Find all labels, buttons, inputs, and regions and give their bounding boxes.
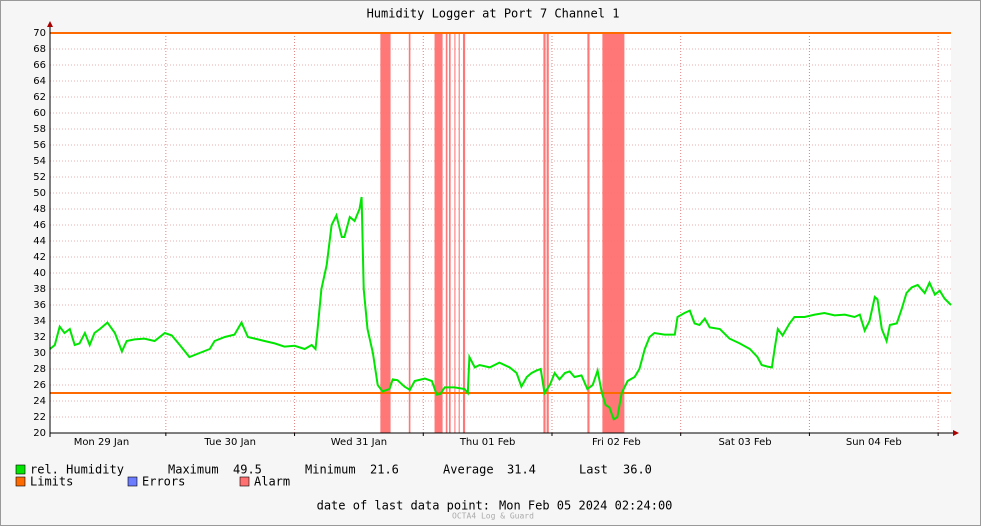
x-tick-label: Thu 01 Feb <box>459 437 516 448</box>
stat-value: 36.0 <box>623 463 652 477</box>
y-tick-label: 58 <box>33 124 46 135</box>
y-tick-label: 46 <box>33 220 46 231</box>
last-point-value: Mon Feb 05 2024 02:24:00 <box>499 499 672 513</box>
alarm-span <box>445 33 448 433</box>
y-tick-label: 22 <box>33 412 46 423</box>
y-tick-label: 44 <box>33 236 46 247</box>
alarm-span <box>458 33 460 433</box>
last-point-label: date of last data point: <box>317 499 490 513</box>
alarm-span <box>587 33 590 433</box>
alarm-span <box>434 33 443 433</box>
y-tick-label: 20 <box>33 428 46 439</box>
legend-swatch <box>15 476 26 487</box>
legend-label: Alarm <box>254 475 290 489</box>
alarm-span <box>454 33 456 433</box>
y-tick-label: 24 <box>33 396 46 407</box>
x-tick-label: Sat 03 Feb <box>718 437 771 448</box>
y-tick-label: 60 <box>33 108 46 119</box>
y-tick-label: 38 <box>33 284 46 295</box>
y-tick-label: 62 <box>33 92 46 103</box>
x-tick-label: Sun 04 Feb <box>846 437 902 448</box>
y-tick-label: 42 <box>33 252 46 263</box>
y-tick-label: 32 <box>33 332 46 343</box>
marks <box>49 32 952 433</box>
legend-swatch <box>239 476 250 487</box>
plot-area <box>50 33 951 433</box>
y-tick-label: 66 <box>33 60 46 71</box>
stat-label: Average <box>443 463 494 477</box>
y-tick-label: 52 <box>33 172 46 183</box>
alarm-span <box>380 33 391 433</box>
legend: rel. Humidity Maximum 49.5 Minimum 21.6 Avera… <box>15 463 672 521</box>
alarm-span <box>408 33 411 433</box>
alarm-span <box>449 33 451 433</box>
alarm-span <box>546 33 549 433</box>
footer: OCTA4 Log & Guard <box>452 512 534 521</box>
y-tick-label: 54 <box>33 156 46 167</box>
series-line <box>49 196 952 421</box>
y-arrow <box>47 21 53 27</box>
alarm-span <box>602 33 625 433</box>
x-tick-label: Tue 30 Jan <box>203 437 256 448</box>
y-tick-label: 50 <box>33 188 46 199</box>
y-tick-label: 48 <box>33 204 46 215</box>
x-tick-label: Wed 31 Jan <box>331 437 387 448</box>
stat-label: Last <box>579 463 608 477</box>
y-tick-label: 36 <box>33 300 46 311</box>
stat-label: Minimum <box>305 463 356 477</box>
legend-label: rel. Humidity <box>30 463 124 477</box>
x-arrow <box>953 430 959 436</box>
y-tick-label: 40 <box>33 268 46 279</box>
stat-label: Maximum <box>168 463 219 477</box>
y-tick-label: 68 <box>33 44 46 55</box>
y-tick-label: 28 <box>33 364 46 375</box>
alarm-span <box>543 33 546 433</box>
stat-value: 49.5 <box>233 463 262 477</box>
y-tick-label: 56 <box>33 140 46 151</box>
stat-value: 31.4 <box>507 463 536 477</box>
legend-label: Errors <box>142 475 185 489</box>
x-tick-label: Mon 29 Jan <box>74 437 130 448</box>
legend-label: Limits <box>30 475 73 489</box>
stat-value: 21.6 <box>370 463 399 477</box>
y-tick-label: 34 <box>33 316 46 327</box>
y-tick-label: 26 <box>33 380 46 391</box>
chart-title: Humidity Logger at Port 7 Channel 1 <box>367 7 620 21</box>
y-tick-label: 70 <box>33 28 46 39</box>
x-tick-label: Fri 02 Feb <box>592 437 641 448</box>
y-tick-label: 30 <box>33 348 46 359</box>
legend-swatch <box>127 476 138 487</box>
alarm-span <box>462 33 466 433</box>
legend-swatch <box>15 464 26 475</box>
y-tick-label: 64 <box>33 76 46 87</box>
